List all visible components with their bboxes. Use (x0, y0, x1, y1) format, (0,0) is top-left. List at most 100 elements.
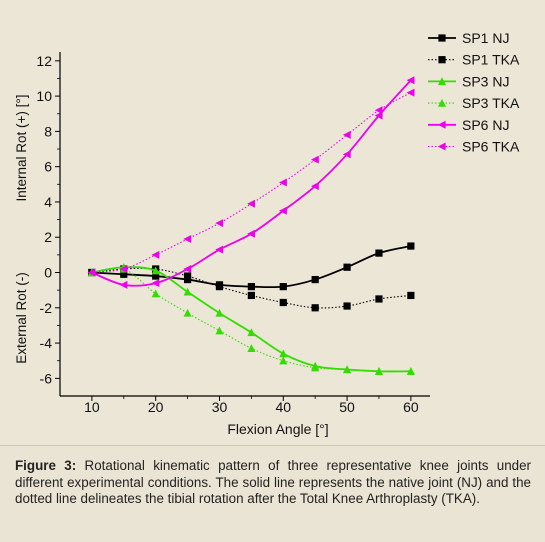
y-tick-label: 2 (44, 229, 52, 245)
series-sp6-tka (87, 88, 415, 277)
legend-label: SP3 TKA (462, 95, 520, 111)
legend-item: SP3 TKA (428, 95, 520, 111)
y-axis-label-lower: External Rot (-) (14, 272, 29, 364)
series-sp3-nj (87, 263, 415, 375)
data-point (247, 283, 255, 291)
data-point (247, 199, 255, 208)
legend-marker (438, 98, 446, 107)
data-point (279, 298, 287, 307)
legend-label: SP1 NJ (462, 30, 509, 46)
data-point (374, 111, 383, 120)
data-point (343, 365, 352, 374)
data-point (119, 264, 128, 273)
data-point (406, 367, 415, 375)
series-line (91, 266, 411, 373)
data-point (343, 263, 351, 271)
data-point (215, 308, 224, 317)
data-point (183, 234, 192, 243)
data-point (342, 130, 351, 139)
data-point (183, 308, 192, 317)
data-point (151, 250, 160, 259)
data-point (310, 182, 319, 191)
legend-label: SP3 NJ (462, 73, 509, 89)
data-point (406, 88, 415, 97)
legend-marker (438, 34, 446, 42)
data-point (87, 268, 96, 277)
series-line (91, 92, 412, 274)
x-tick-label: 60 (403, 399, 419, 415)
legend-item: SP1 NJ (428, 30, 509, 46)
data-point (311, 275, 319, 284)
series-sp6-nj (87, 76, 415, 289)
legend-marker (438, 56, 446, 64)
data-point (119, 280, 128, 289)
y-tick-label: 10 (36, 88, 52, 104)
data-point (120, 270, 128, 278)
data-point (247, 229, 255, 238)
data-point (151, 289, 160, 298)
data-point (375, 249, 383, 257)
data-point (342, 150, 351, 159)
figure-caption: Figure 3: Rotational kinematic pattern o… (15, 458, 531, 508)
data-point (183, 287, 192, 296)
data-point (279, 206, 287, 215)
data-point (374, 367, 383, 375)
y-tick-label: 12 (36, 53, 52, 69)
data-point (215, 283, 224, 291)
data-point (151, 279, 160, 288)
caption-text: Rotational kinematic pattern of three re… (15, 458, 531, 506)
data-point (374, 106, 383, 115)
data-point (247, 291, 255, 300)
data-point (183, 272, 192, 280)
x-tick-label: 40 (275, 399, 291, 415)
legend-label: SP6 TKA (462, 139, 520, 155)
legend-label: SP1 TKA (462, 52, 520, 68)
data-point (407, 242, 415, 250)
legend-item: SP3 NJ (428, 73, 509, 89)
y-tick-label: -6 (40, 370, 53, 386)
legend-marker (438, 77, 446, 85)
y-tick-label: -4 (40, 335, 53, 351)
data-point (407, 291, 415, 300)
y-tick-label: 6 (44, 159, 52, 175)
legend-item: SP6 NJ (428, 117, 509, 133)
data-point (375, 295, 383, 303)
data-point (215, 219, 224, 228)
series-line (91, 79, 412, 287)
data-point (215, 326, 224, 335)
x-axis-label: Flexion Angle [°] (227, 421, 328, 437)
x-tick-label: 10 (84, 399, 100, 415)
data-point (183, 264, 192, 273)
y-tick-label: 0 (44, 265, 52, 281)
caption-label: Figure 3: (15, 458, 77, 473)
data-point (152, 272, 160, 280)
data-point (279, 356, 288, 365)
y-axis-label-upper: Internal Rot (+) [°] (14, 94, 29, 201)
x-tick-label: 50 (339, 399, 355, 415)
data-point (247, 344, 256, 352)
series-line (91, 267, 411, 309)
data-point (279, 178, 287, 187)
data-point (215, 245, 224, 254)
y-tick-label: 8 (44, 123, 52, 139)
data-point (279, 349, 288, 358)
legend-label: SP6 NJ (462, 117, 509, 133)
data-point (310, 155, 319, 164)
legend-item: SP6 TKA (428, 139, 520, 155)
data-point (406, 76, 415, 85)
y-tick-label: 4 (44, 194, 52, 210)
legend-marker (437, 142, 446, 151)
legend-item: SP1 TKA (428, 52, 520, 68)
series-sp3-tka (87, 264, 415, 375)
data-point (311, 304, 319, 312)
y-tick-label: -2 (40, 300, 53, 316)
data-point (343, 302, 351, 310)
legend-marker (437, 120, 446, 129)
x-tick-label: 20 (148, 399, 164, 415)
figure-caption-box: Figure 3: Rotational kinematic pattern o… (0, 445, 545, 542)
x-tick-label: 30 (212, 399, 228, 415)
data-point (311, 363, 320, 372)
data-point (151, 266, 160, 275)
